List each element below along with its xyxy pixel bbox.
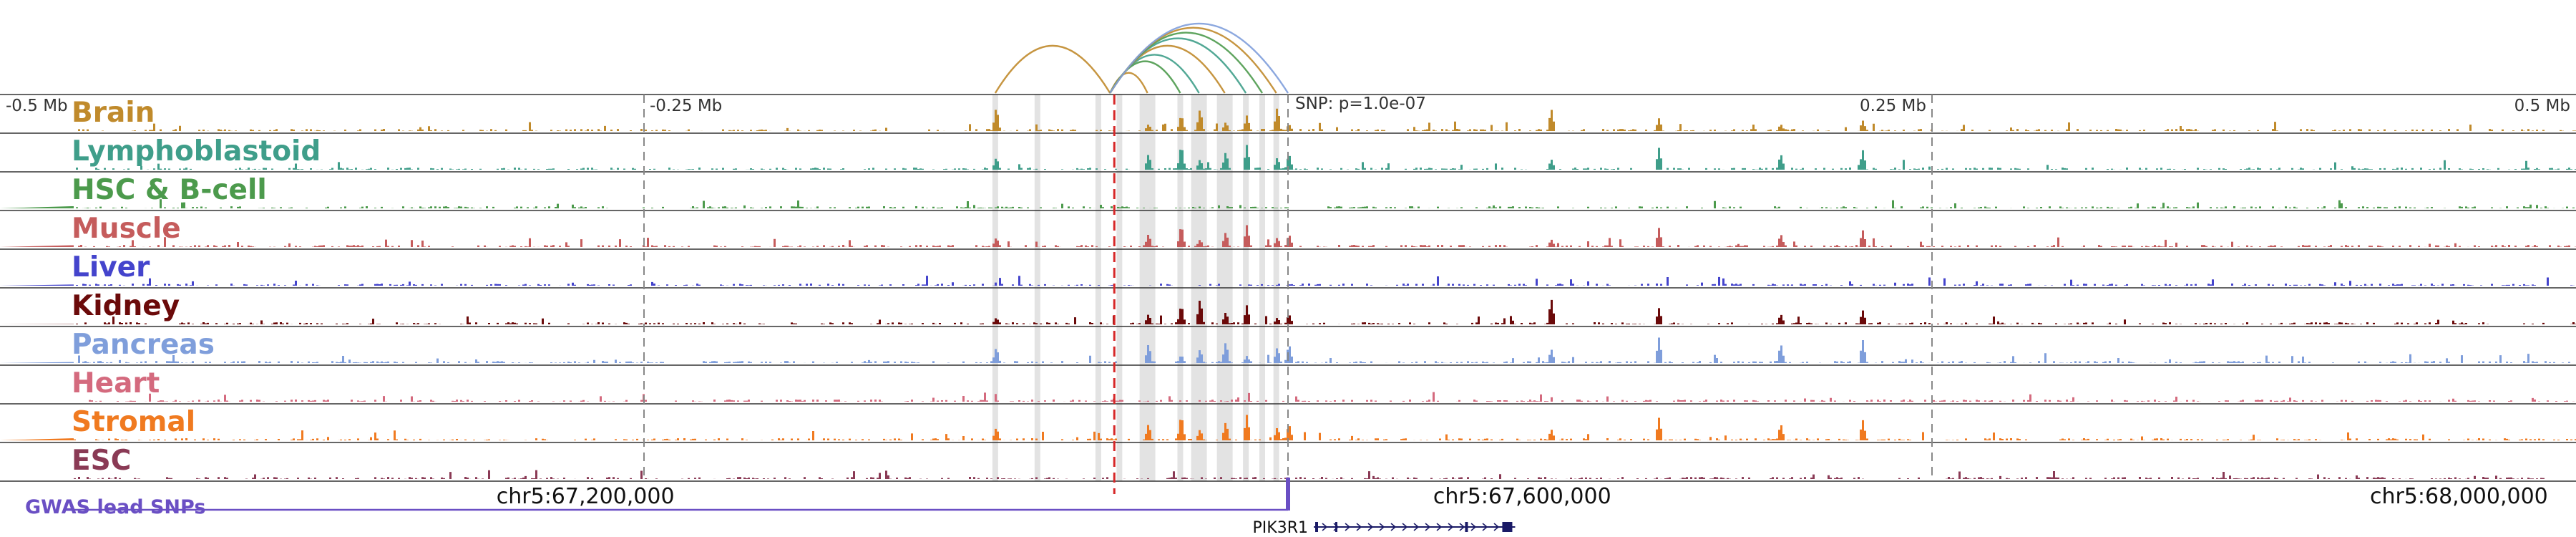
gene-strand-arrow	[1390, 523, 1397, 531]
coordinate-axis: chr5:67,200,000 chr5:67,600,000 chr5:68,00…	[497, 484, 2548, 509]
atac-tracks: Brain Lymphoblastoid HSC & B-cell Muscle Liv…	[0, 94, 2576, 482]
gene-exon	[1465, 522, 1468, 532]
chromatin-loops	[994, 22, 1289, 94]
gene-track: PIK3R1	[1253, 519, 1516, 537]
gene-strand-arrow	[1493, 523, 1500, 531]
track-label: ESC	[72, 445, 131, 477]
coordinate-label: chr5:67,200,000	[497, 484, 675, 509]
gwas-track-label: GWAS lead SNPs	[25, 496, 205, 518]
offset-tick-label: -0.25 Mb	[650, 97, 722, 115]
gene-strand-arrow	[1436, 523, 1443, 531]
coordinate-label: chr5:68,000,000	[2370, 484, 2548, 509]
track-label: Pancreas	[72, 329, 215, 361]
offset-tick-label: 0.5 Mb	[2514, 97, 2570, 115]
snp-pvalue-label: SNP: p=1.0e-07	[1295, 95, 1426, 113]
track-label: Heart	[72, 367, 160, 400]
gwas-snp-bar	[1286, 478, 1290, 511]
gene-strand-arrow	[1482, 523, 1488, 531]
gene-exon	[1502, 522, 1513, 532]
track-signal	[0, 145, 2576, 170]
gene-strand-arrow	[1379, 523, 1385, 531]
gene-strand-arrow	[1425, 523, 1431, 531]
offset-tick-label: 0.25 Mb	[1860, 97, 1926, 115]
gene-name-label: PIK3R1	[1253, 519, 1308, 537]
track-signal	[0, 337, 2576, 363]
gene-strand-arrow	[1345, 523, 1351, 531]
track-label: Kidney	[72, 290, 180, 322]
gene-strand-arrow	[1413, 523, 1420, 531]
gene-strand-arrow	[1470, 523, 1477, 531]
track-label: Muscle	[72, 213, 181, 245]
track-signal	[0, 199, 2576, 208]
gene-strand-arrow	[1459, 523, 1465, 531]
gene-strand-arrow	[1402, 523, 1408, 531]
track-signal	[0, 415, 2576, 440]
gene-strand-arrow	[1367, 523, 1374, 531]
chromatin-loop-arc	[994, 44, 1111, 94]
offset-axis: -0.5 Mb -0.25 Mb 0.25 Mb 0.5 Mb SNP: p=1.0e-…	[6, 95, 2570, 481]
gwas-track: GWAS lead SNPs	[25, 478, 1290, 518]
gene-strand-arrow	[1448, 523, 1454, 531]
track-label: Brain	[72, 97, 155, 129]
offset-tick-label: -0.5 Mb	[6, 97, 68, 115]
track-label: Lymphoblastoid	[72, 135, 321, 168]
track-label: HSC & B-cell	[72, 174, 267, 206]
coordinate-label: chr5:67,600,000	[1433, 484, 1611, 509]
track-signal	[0, 299, 2576, 324]
gene-exon	[1315, 522, 1318, 532]
track-label: Stromal	[72, 406, 195, 438]
gene-strand-arrow	[1322, 523, 1328, 531]
chromatin-loop-arc	[1109, 22, 1289, 94]
track-signal	[0, 470, 2576, 479]
gene-strand-arrow	[1356, 523, 1362, 531]
gene-exon	[1335, 522, 1337, 532]
track-label: Liver	[72, 251, 150, 284]
